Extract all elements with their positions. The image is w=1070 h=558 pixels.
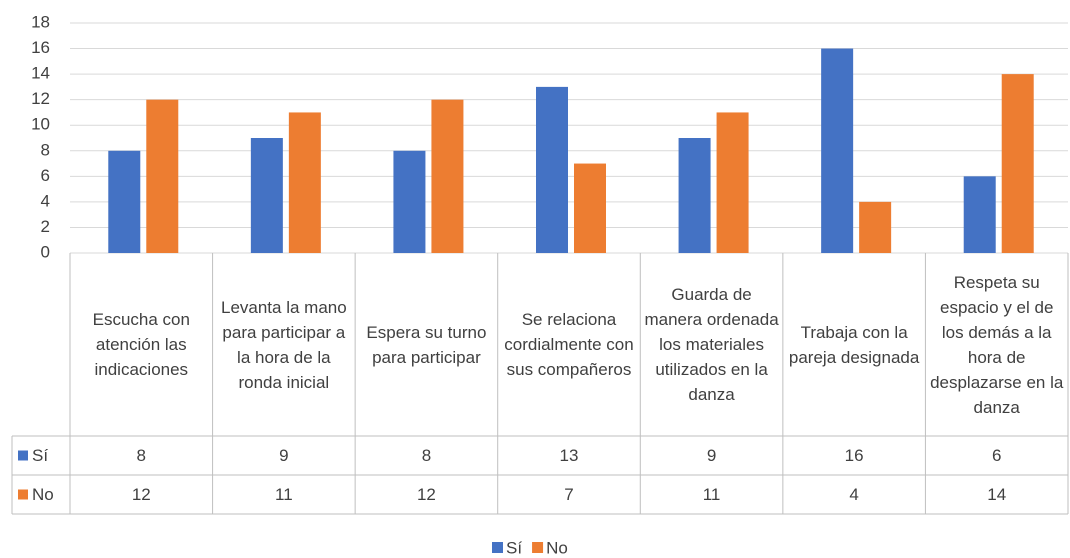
x-tick-label: Escucha con atención las indicaciones <box>92 310 190 379</box>
x-tick-label: Trabaja con la pareja designada <box>788 322 920 367</box>
table-value: 8 <box>422 446 431 465</box>
bar <box>678 138 711 253</box>
table-value: 6 <box>992 446 1001 465</box>
legend-key <box>18 450 28 461</box>
bar <box>963 176 996 253</box>
table-value: 12 <box>417 485 436 504</box>
table-value: 12 <box>132 485 151 504</box>
table-value: 11 <box>703 485 721 504</box>
x-tick-label: Guarda de manera ordenada los materiales… <box>644 285 779 404</box>
bar <box>536 86 568 253</box>
table-value: 8 <box>137 446 146 465</box>
legend-key <box>492 542 503 553</box>
table-value: 14 <box>987 485 1006 504</box>
y-tick-label: 6 <box>41 166 50 185</box>
y-tick-label: 10 <box>31 115 50 134</box>
y-tick-label: 4 <box>41 191 50 210</box>
bar <box>288 112 321 253</box>
bar <box>859 201 892 253</box>
bar <box>716 112 749 253</box>
legend-label: Sí <box>506 538 522 557</box>
table-value: 16 <box>845 446 864 465</box>
y-tick-label: 18 <box>31 12 50 31</box>
y-tick-label: 8 <box>41 140 50 159</box>
table-value: 13 <box>560 446 579 465</box>
bar <box>108 150 141 253</box>
bar <box>250 138 283 253</box>
table-value: 9 <box>279 446 288 465</box>
bar <box>146 99 179 254</box>
y-tick-label: 14 <box>31 64 50 83</box>
table-value: 11 <box>275 485 293 504</box>
bar <box>1001 74 1034 253</box>
legend-key <box>18 489 28 500</box>
table-series-name: Sí <box>32 446 48 465</box>
table-value: 9 <box>707 446 716 465</box>
bar <box>393 150 426 253</box>
bar <box>431 99 464 254</box>
table-series-name: No <box>32 485 54 504</box>
legend-label: No <box>546 538 568 557</box>
x-tick-label: Espera su turno para participar <box>366 322 487 367</box>
y-tick-label: 2 <box>41 217 50 236</box>
y-tick-label: 16 <box>31 38 50 57</box>
table-value: 7 <box>564 485 573 504</box>
table-value: 4 <box>849 485 858 504</box>
x-tick-label: Respeta su espacio y el de los demás a l… <box>930 272 1064 417</box>
y-tick-label: 0 <box>41 242 50 261</box>
bar <box>821 48 854 253</box>
bar <box>574 163 606 253</box>
x-tick-label: Levanta la mano para participar a la hor… <box>220 297 347 392</box>
x-tick-label: Se relaciona cordialmente con sus compañ… <box>504 310 634 379</box>
legend-key <box>532 542 544 553</box>
y-tick-label: 12 <box>31 89 50 108</box>
